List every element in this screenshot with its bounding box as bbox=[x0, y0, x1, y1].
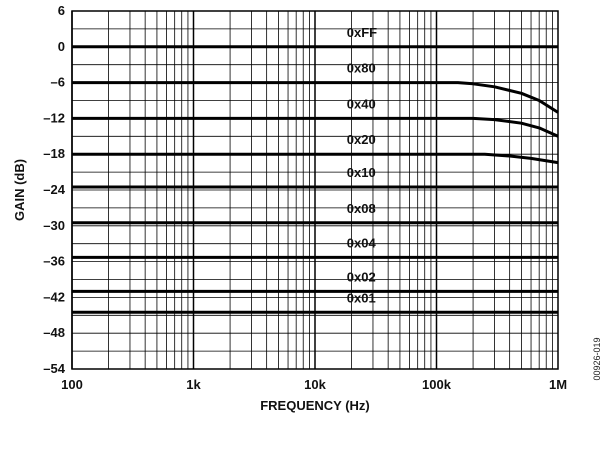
series-label-0x10: 0x10 bbox=[347, 165, 376, 180]
y-tick-label: 0 bbox=[58, 39, 65, 54]
y-tick-label: –24 bbox=[43, 182, 65, 197]
x-tick-label: 1k bbox=[186, 377, 201, 392]
y-axis-label: GAIN (dB) bbox=[12, 159, 27, 221]
series-label-0x01: 0x01 bbox=[347, 290, 376, 305]
series-label-0x40: 0x40 bbox=[347, 96, 376, 111]
y-axis-ticks: 6 0 –6 –12 –18 –24 –30 –36 –42 –48 –54 bbox=[43, 3, 65, 376]
x-tick-label: 100 bbox=[61, 377, 83, 392]
series-line-0x20 bbox=[72, 152, 559, 165]
series-line-0x40 bbox=[72, 116, 559, 138]
x-axis-label: FREQUENCY (Hz) bbox=[260, 398, 370, 413]
x-tick-label: 10k bbox=[304, 377, 326, 392]
series-labels: 0xFF 0x80 0x40 0x20 0x10 0x08 0x04 0x02 0x01 bbox=[347, 25, 377, 306]
plot-grid bbox=[71, 10, 558, 370]
series-lines bbox=[72, 45, 559, 314]
y-tick-label: –18 bbox=[43, 146, 65, 161]
x-tick-label: 100k bbox=[422, 377, 452, 392]
y-tick-label: –54 bbox=[43, 361, 65, 376]
y-tick-label: –30 bbox=[43, 218, 65, 233]
plot-frame bbox=[71, 10, 559, 370]
x-tick-label: 1M bbox=[549, 377, 567, 392]
series-label-0x02: 0x02 bbox=[347, 269, 376, 284]
y-tick-label: –36 bbox=[43, 254, 65, 269]
x-axis-ticks: 100 1k 10k 100k 1M bbox=[61, 377, 567, 392]
series-line-0x80 bbox=[72, 81, 559, 114]
series-label-0x04: 0x04 bbox=[347, 235, 377, 250]
figure-code: 00926-019 bbox=[592, 337, 602, 380]
series-label-0x08: 0x08 bbox=[347, 201, 376, 216]
y-tick-label: –48 bbox=[43, 325, 65, 340]
y-tick-label: –12 bbox=[43, 110, 65, 125]
series-label-0x20: 0x20 bbox=[347, 132, 376, 147]
y-tick-label: 6 bbox=[58, 3, 65, 18]
y-tick-label: –42 bbox=[43, 289, 65, 304]
series-label-0x80: 0x80 bbox=[347, 61, 376, 76]
series-label-0xff: 0xFF bbox=[347, 25, 377, 40]
y-tick-label: –6 bbox=[51, 75, 65, 90]
